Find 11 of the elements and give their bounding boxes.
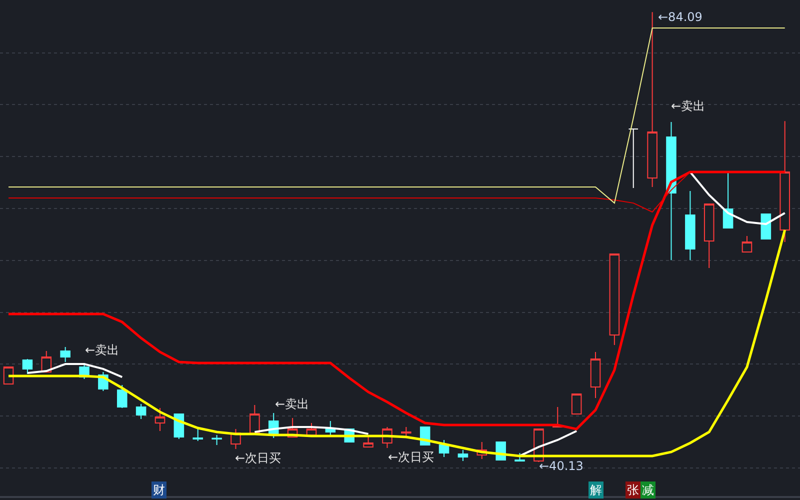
annotation: ←84.09: [658, 10, 702, 24]
annotation: ←卖出: [275, 397, 310, 411]
annotation: 财: [153, 483, 165, 497]
annotation: ←次日买: [235, 451, 282, 465]
annotation: ←卖出: [671, 99, 706, 113]
annotation: 减: [642, 483, 654, 497]
annotation: 张: [627, 483, 639, 497]
annotation: ←次日买: [388, 450, 434, 464]
annotation: 解: [590, 483, 602, 497]
annotation: ←40.13: [539, 459, 584, 473]
annotation: ←卖出: [85, 343, 120, 357]
